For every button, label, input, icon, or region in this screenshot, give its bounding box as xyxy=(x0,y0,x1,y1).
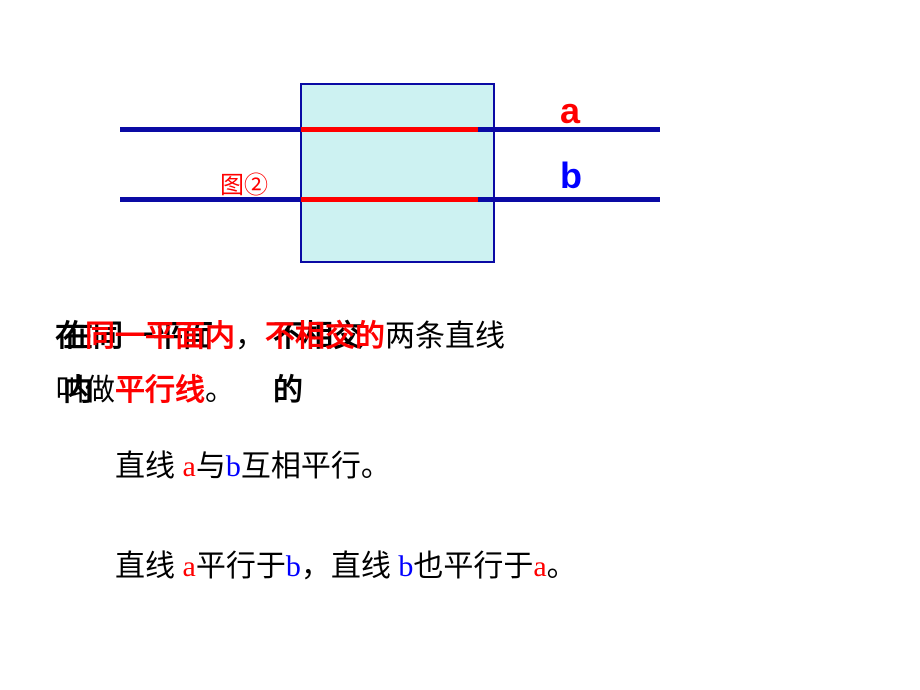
label-b: b xyxy=(560,155,582,197)
plane-rect xyxy=(300,83,495,263)
statement-a-parallel-b: 直线 a平行于b，直线 b也平行于a。 xyxy=(115,540,577,594)
tail-two-lines: 两条直线 xyxy=(385,320,505,353)
front-same-plane: 同一平面内 xyxy=(85,320,235,353)
p2-a: a xyxy=(183,450,196,483)
p2-mid: 与 xyxy=(196,450,226,483)
front-not-intersect: 不相交的 xyxy=(265,320,385,353)
p2-tail: 互相平行。 xyxy=(241,450,391,483)
p3-t1: 平行于 xyxy=(196,550,286,583)
front-zai: 在 xyxy=(55,320,85,353)
label-a: a xyxy=(560,90,580,132)
line-b-red xyxy=(301,197,478,202)
p3-1: 直线 xyxy=(115,550,183,583)
p3-a1: a xyxy=(183,550,196,583)
p3-t2: ，直线 xyxy=(301,550,399,583)
figure-caption: 图② xyxy=(220,165,268,200)
comma: ， xyxy=(235,320,265,353)
p3-a2: a xyxy=(533,550,546,583)
statement-mutual-parallel: 直线 a与b互相平行。 xyxy=(115,440,391,494)
p3-b2: b xyxy=(398,550,413,583)
parallel-lines-diagram: a b 图② xyxy=(0,0,920,300)
p3-t4: 。 xyxy=(547,550,577,583)
p3-b1: b xyxy=(286,550,301,583)
p2-pre: 直线 xyxy=(115,450,183,483)
p3-t3: 也平行于 xyxy=(413,550,533,583)
p2-b: b xyxy=(226,450,241,483)
definition-text: 在同一平面内 在同一平面内 ， 不相交的 不相交的 两条直线 叫做平行线。 xyxy=(55,310,875,418)
line-a-red xyxy=(301,127,478,132)
